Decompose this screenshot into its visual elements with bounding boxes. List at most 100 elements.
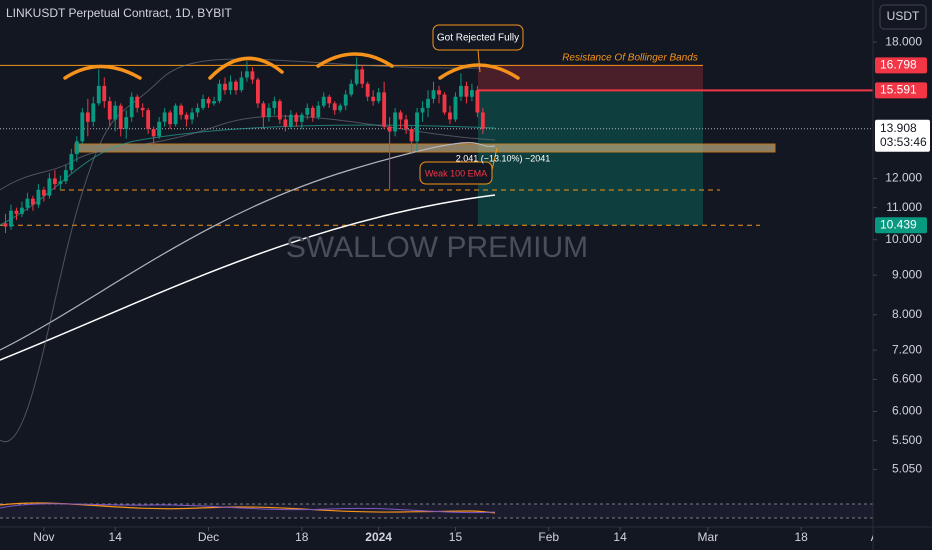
price-tag-label: 16.798	[880, 57, 917, 71]
candle-body	[85, 112, 90, 122]
x-tick-label: 15	[449, 530, 463, 544]
candle-body	[316, 105, 321, 118]
candle-body	[96, 85, 101, 104]
callout-pointer	[477, 49, 481, 73]
y-tick-label: 7.200	[892, 342, 922, 356]
currency-button[interactable]	[879, 4, 927, 30]
candle-body	[453, 96, 458, 120]
candle-body	[261, 103, 266, 118]
candle-body	[250, 71, 255, 80]
axes: 18.000 12.000 11.000 10.000 9.000 8.000 7.200 6…	[33, 34, 930, 544]
candle-body	[14, 210, 19, 214]
candle-body	[36, 189, 41, 205]
candle-body	[426, 98, 430, 108]
candle-body	[448, 112, 452, 120]
candle-body	[25, 198, 30, 208]
x-tick-label: 18	[295, 530, 309, 544]
candle-body	[190, 112, 194, 120]
candle-body	[393, 112, 398, 132]
candle-body	[20, 207, 24, 214]
candle-body	[228, 81, 233, 91]
candle-body	[365, 83, 370, 97]
candle-body	[102, 85, 107, 102]
y-tick-label: 6.600	[892, 372, 922, 386]
candle-body	[382, 92, 387, 127]
candle-body	[58, 181, 63, 185]
target-zone	[477, 90, 703, 226]
y-tick-label: 9.000	[892, 267, 922, 281]
currency[interactable]: USDT	[887, 9, 920, 23]
candle-body	[124, 117, 129, 129]
candle-body	[343, 94, 348, 106]
candle-body	[470, 90, 474, 97]
last-price-label: 13.908	[880, 121, 917, 135]
candle-body	[327, 96, 332, 104]
candle-body	[255, 79, 260, 104]
y-tick-label: 5.500	[892, 433, 922, 447]
bollinger-band	[0, 58, 481, 443]
oscillator-line	[0, 503, 496, 514]
candle-body	[332, 103, 337, 111]
candle-body	[371, 96, 376, 102]
candle-body	[9, 210, 13, 227]
ema-20	[0, 124, 496, 226]
candle-body	[217, 83, 222, 102]
annotation: 2.041 (−13.10%) −2041	[456, 153, 551, 163]
candle-body	[52, 178, 57, 185]
x-tick-label: Nov	[33, 530, 54, 544]
candle-body	[349, 83, 354, 95]
candle-body	[118, 105, 123, 129]
candle-body	[162, 112, 167, 122]
candle-body	[80, 112, 85, 142]
candle-body	[168, 112, 173, 125]
candle-body	[69, 154, 74, 171]
candle-body	[146, 110, 151, 129]
candle-body	[272, 101, 277, 108]
price-tag-label: 15.591	[880, 83, 917, 97]
candle-body	[107, 101, 112, 120]
candle-body	[305, 107, 310, 115]
x-tick-label: 14	[613, 530, 627, 544]
candle-body	[151, 128, 156, 137]
candle-body	[47, 178, 52, 196]
candle-body	[91, 103, 96, 122]
annotation: Resistance Of Bollinger Bands	[562, 53, 698, 64]
candles	[3, 57, 485, 234]
candle-body	[283, 119, 288, 127]
x-tick-label: Mar	[698, 530, 719, 544]
price-tag-label: 10.439	[880, 217, 917, 231]
candle-body	[3, 223, 8, 227]
candle-body	[294, 114, 299, 122]
countdown: 03:53:46	[880, 135, 927, 149]
candle-body	[173, 105, 178, 125]
chart-title: LINKUSDT Perpetual Contract, 1D, BYBIT	[6, 6, 233, 20]
x-tick-label: Ap	[871, 530, 886, 544]
candle-body	[387, 126, 392, 132]
candle-body	[63, 170, 68, 182]
y-tick-label: 18.000	[885, 34, 922, 48]
y-tick-label: 8.000	[892, 307, 922, 321]
candle-body	[245, 71, 249, 78]
candle-body	[299, 114, 304, 122]
candle-body	[437, 90, 441, 95]
candle-body	[157, 121, 162, 137]
candle-body	[212, 101, 216, 104]
candle-body	[31, 198, 35, 205]
candle-body	[321, 96, 326, 106]
ema-200	[0, 194, 496, 361]
stop-zone	[477, 65, 703, 91]
candle-body	[239, 77, 244, 91]
candle-body	[398, 112, 403, 120]
annotation: Weak 100 EMA	[425, 168, 487, 178]
last-price-tag	[875, 119, 930, 152]
price-tag	[875, 82, 927, 99]
candle-body	[360, 69, 365, 84]
candle-body	[201, 98, 205, 108]
candle-body	[184, 114, 189, 120]
candle-body	[41, 189, 46, 196]
callout-pointer	[491, 147, 498, 171]
candle-body	[459, 85, 463, 97]
head-shoulders-arc	[63, 52, 520, 80]
candle-body	[223, 83, 227, 91]
